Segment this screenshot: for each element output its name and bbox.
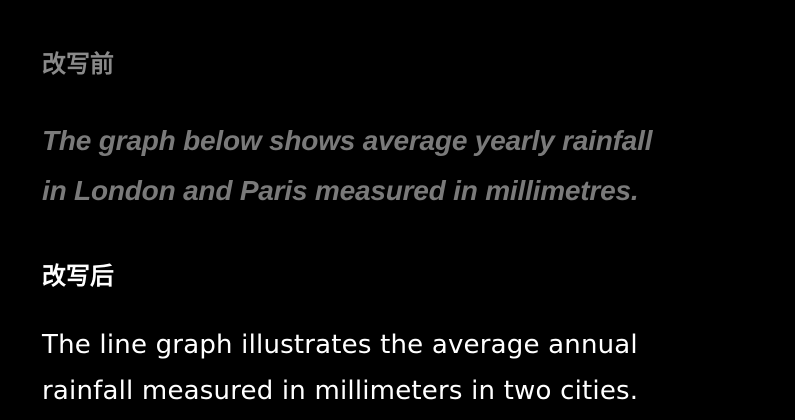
before-text-line-2: in London and Paris measured in millimet…	[42, 175, 639, 206]
after-rewrite-text: The line graph illustrates the average a…	[42, 322, 782, 414]
before-text-line-1: The graph below shows average yearly rai…	[42, 125, 653, 156]
after-text-line-2: rainfall measured in millimeters in two …	[42, 376, 639, 406]
before-rewrite-label: 改写前	[42, 50, 114, 78]
after-rewrite-label: 改写后	[42, 262, 114, 290]
after-text-line-1: The line graph illustrates the average a…	[42, 330, 638, 360]
before-rewrite-text: The graph below shows average yearly rai…	[42, 116, 782, 216]
